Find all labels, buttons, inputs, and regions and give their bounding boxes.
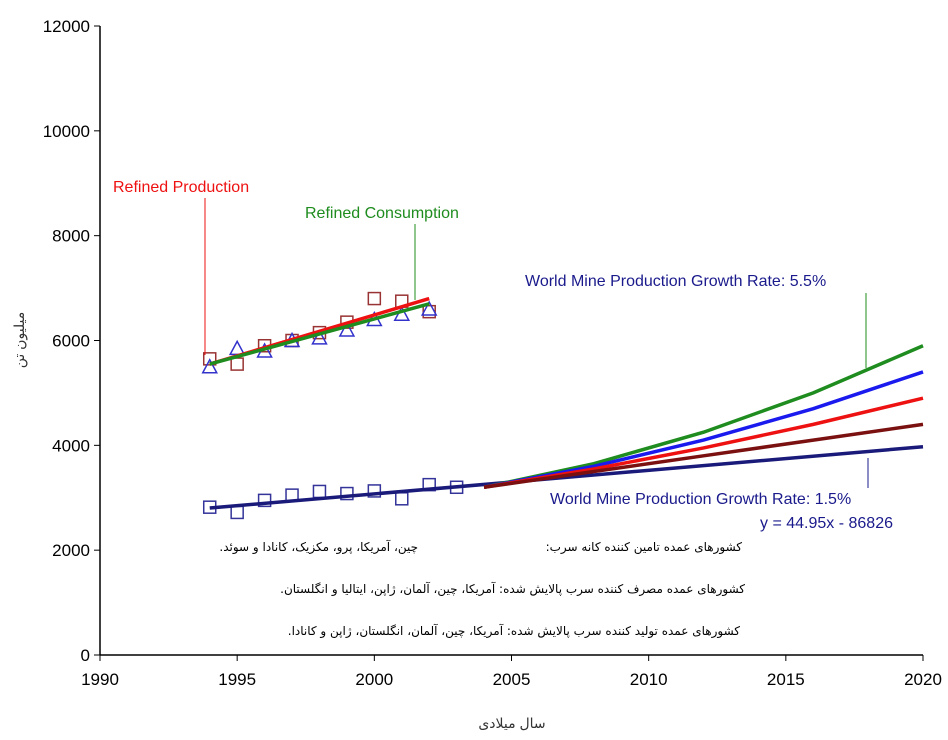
series-line <box>483 422 924 489</box>
triangle-marker <box>420 300 438 316</box>
square-marker <box>230 505 244 520</box>
square-marker <box>312 484 327 499</box>
triangle-marker <box>228 339 246 356</box>
square-marker <box>257 493 272 508</box>
square-marker <box>395 492 409 506</box>
note: کشورهای عمده تامین کننده کانه سرب: <box>545 540 742 554</box>
series-line <box>209 302 430 366</box>
y-tick-label: 10000 <box>43 122 90 141</box>
annotation: World Mine Production Growth Rate: 1.5% <box>550 491 851 508</box>
y-tick-label: 8000 <box>52 227 90 246</box>
x-tick-label: 2015 <box>767 670 805 689</box>
y-tick-label: 4000 <box>52 436 90 455</box>
square-marker <box>340 486 354 501</box>
square-marker <box>202 352 217 366</box>
y-tick-label: 6000 <box>52 332 90 351</box>
series-line <box>483 370 924 489</box>
x-tick-label: 2000 <box>355 670 393 689</box>
annotation: World Mine Production Growth Rate: 5.5% <box>525 273 826 290</box>
note: چین، آمریکا، پرو، مکزیک، کانادا و سوئد. <box>219 540 418 554</box>
square-marker <box>230 357 244 371</box>
square-marker <box>422 304 436 319</box>
annotation: y = 44.95x - 86826 <box>760 515 893 532</box>
x-axis-label: سال میلادی <box>478 715 545 731</box>
x-tick-label: 1990 <box>81 670 119 689</box>
y-tick-label: 2000 <box>52 541 90 560</box>
y-tick-label: 12000 <box>43 17 90 36</box>
y-tick-label: 0 <box>81 646 90 665</box>
note: کشورهای عمده تولید کننده سرب پالایش شده:… <box>287 624 740 638</box>
triangle-marker <box>311 329 328 345</box>
triangle-marker <box>338 321 356 337</box>
y-axis-label: میلیون تن <box>11 312 28 369</box>
square-marker <box>367 291 382 306</box>
annotation: Refined Consumption <box>305 205 459 222</box>
x-tick-label: 1995 <box>218 670 256 689</box>
note: کشورهای عمده مصرف کننده سرب پالایش شده: … <box>280 582 745 596</box>
square-marker <box>367 484 382 498</box>
annotation: Refined Production <box>113 179 249 196</box>
triangle-marker <box>201 358 218 374</box>
series-line <box>209 445 924 510</box>
x-tick-label: 2010 <box>630 670 668 689</box>
x-tick-label: 2020 <box>904 670 942 689</box>
x-tick-label: 2005 <box>493 670 531 689</box>
